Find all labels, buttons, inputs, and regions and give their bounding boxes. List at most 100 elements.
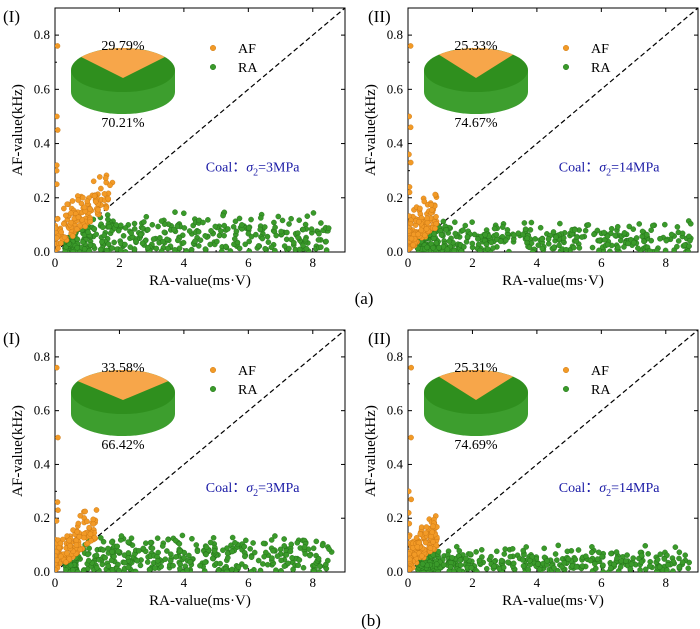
ra-point [265,239,272,245]
af-point [107,182,113,189]
ra-point [154,557,161,564]
pie-slice-af [81,47,165,78]
ra-point [469,219,475,225]
ra-point [93,552,100,559]
x-tick-label: 4 [181,575,188,590]
panel-label: (II) [368,7,391,26]
ra-point [676,555,682,562]
af-point [408,235,415,242]
ra-point [664,567,670,572]
ra-point [556,242,562,249]
ra-point [440,218,447,225]
ra-point [571,244,577,251]
ra-point [498,557,505,564]
ra-point [133,238,139,245]
ra-point [264,561,271,568]
ra-point [125,550,132,556]
ra-point [557,220,563,227]
ra-point [160,238,166,245]
ra-point [161,229,168,236]
af-point [432,225,438,232]
ra-point [146,566,153,572]
ra-point [573,564,580,570]
ra-point [308,226,315,232]
ra-point [594,556,601,562]
x-tick-label: 2 [116,255,123,270]
ra-point [316,230,322,237]
ra-point [300,226,306,233]
af-point [68,210,74,216]
ra-point [456,548,463,554]
af-point [77,512,84,519]
x-tick-label: 8 [310,575,317,590]
ra-point [662,247,669,252]
ra-point [251,549,258,556]
ra-point [128,535,135,542]
ra-point [181,554,187,561]
ra-point [614,555,620,562]
ra-point [223,568,230,572]
ra-point [272,533,278,539]
ra-point [477,247,483,252]
af-point [55,235,60,241]
ra-point [103,247,110,252]
ra-point [596,247,602,252]
ra-point [111,239,117,246]
condition-value: =3MPa [258,160,300,175]
ra-point [262,245,268,252]
af-point [55,216,61,222]
ra-point [463,555,469,562]
ra-point [685,248,691,252]
ra-point [607,565,614,571]
ra-point [287,548,294,555]
legend-ra-label: RA [591,61,611,76]
ra-point [101,232,108,239]
af-point [75,197,81,203]
af-point [428,207,435,213]
ra-point [502,237,509,244]
y-tick-label: 0.0 [34,564,50,579]
ra-point [170,562,176,569]
af-point [105,195,111,202]
ra-point [446,238,453,245]
ra-point [430,245,436,251]
ra-point [626,223,633,230]
ra-point [147,539,154,546]
ra-point [188,246,195,252]
af-outlier-point [408,434,414,441]
ra-point [532,236,538,242]
ra-point [594,227,601,234]
ra-point [229,548,236,555]
ra-point [137,562,144,569]
ra-point [224,550,231,557]
pie-ra-percent: 74.69% [454,438,498,453]
panel-label: (I) [3,7,20,26]
ra-point [682,552,689,558]
af-point [58,553,64,560]
ra-point [118,533,125,539]
af-point [432,191,439,198]
ra-point [236,215,243,222]
ra-point [641,238,647,245]
ra-point [571,226,578,233]
af-point [90,521,97,527]
condition-subscript: 2 [253,167,258,178]
ra-point [84,551,91,558]
panel-label: (II) [368,329,391,348]
af-point [62,212,69,219]
ra-point [192,238,198,245]
ra-point [617,564,624,570]
y-tick-label: 0.4 [387,136,404,151]
ra-point [229,534,236,541]
x-tick-label: 4 [534,575,541,590]
y-tick-label: 0.8 [387,27,403,42]
ra-point [560,235,567,241]
ra-point [220,212,226,219]
ra-point [490,245,496,251]
ra-point [247,546,253,552]
ra-point [502,546,508,552]
ra-point [105,241,112,247]
pie-chart [424,370,528,436]
af-point [422,530,429,536]
y-tick-label: 0.8 [387,349,403,364]
